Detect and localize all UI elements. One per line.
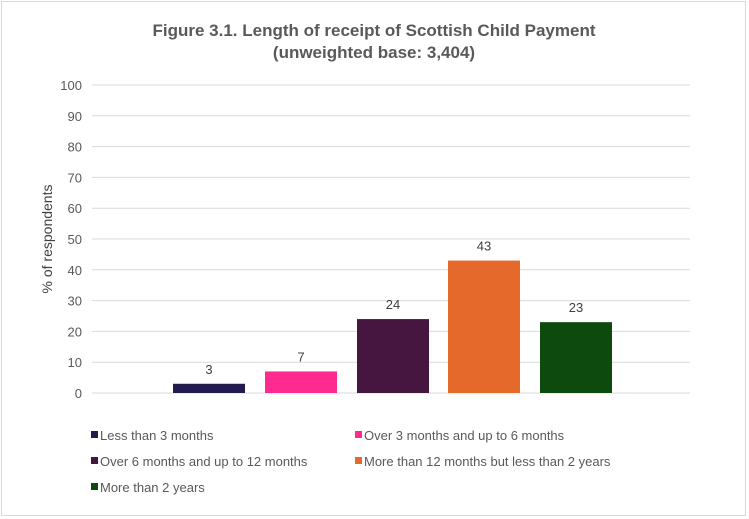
chart-title: Figure 3.1. Length of receipt of Scottis… bbox=[153, 21, 596, 40]
bar bbox=[448, 260, 520, 393]
data-label: 7 bbox=[297, 349, 304, 364]
y-tick-label: 20 bbox=[68, 324, 82, 339]
bar bbox=[173, 383, 245, 393]
bar bbox=[265, 371, 337, 393]
bar bbox=[357, 319, 429, 393]
y-tick-label: 50 bbox=[68, 232, 82, 247]
legend-item: Over 6 months and up to 12 months bbox=[91, 454, 308, 469]
y-tick-label: 0 bbox=[75, 386, 82, 401]
y-tick-label: 70 bbox=[68, 170, 82, 185]
y-tick-label: 40 bbox=[68, 263, 82, 278]
y-axis-label: % of respondents bbox=[39, 185, 55, 294]
y-tick-label: 10 bbox=[68, 355, 82, 370]
y-tick-label: 60 bbox=[68, 201, 82, 216]
bar bbox=[540, 322, 612, 393]
legend-label: More than 12 months but less than 2 year… bbox=[364, 454, 611, 469]
legend-item: Over 3 months and up to 6 months bbox=[355, 428, 565, 443]
y-tick-label: 90 bbox=[68, 109, 82, 124]
legend-swatch bbox=[91, 431, 98, 438]
chart-subtitle: (unweighted base: 3,404) bbox=[273, 43, 475, 62]
legend-item: More than 12 months but less than 2 year… bbox=[355, 454, 611, 469]
legend-item: Less than 3 months bbox=[91, 428, 214, 443]
legend-label: More than 2 years bbox=[100, 480, 205, 495]
legend-swatch bbox=[91, 483, 98, 490]
data-label: 3 bbox=[205, 362, 212, 377]
legend-swatch bbox=[355, 457, 362, 464]
data-label: 23 bbox=[569, 300, 583, 315]
legend-item: More than 2 years bbox=[91, 480, 205, 495]
legend-label: Over 3 months and up to 6 months bbox=[364, 428, 565, 443]
legend-label: Less than 3 months bbox=[100, 428, 214, 443]
y-tick-label: 30 bbox=[68, 294, 82, 309]
legend-label: Over 6 months and up to 12 months bbox=[100, 454, 308, 469]
y-tick-label: 80 bbox=[68, 140, 82, 155]
data-label: 24 bbox=[386, 297, 400, 312]
legend-swatch bbox=[355, 431, 362, 438]
data-label: 43 bbox=[477, 239, 491, 254]
y-tick-label: 100 bbox=[60, 78, 82, 93]
legend-swatch bbox=[91, 457, 98, 464]
